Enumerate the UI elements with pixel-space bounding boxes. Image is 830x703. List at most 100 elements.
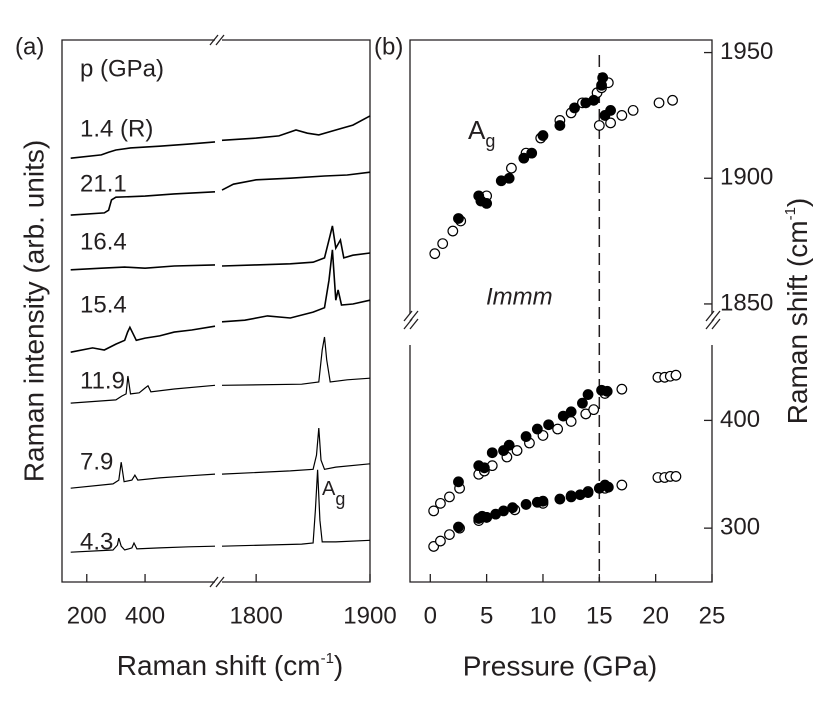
data-point <box>503 439 515 451</box>
data-point <box>597 72 609 84</box>
data-point <box>565 406 577 418</box>
x-axis-label-sup: -1 <box>321 650 334 667</box>
data-point <box>453 213 464 224</box>
data-point <box>537 495 549 507</box>
spectrum-line <box>70 375 216 404</box>
spectrum-line <box>221 428 371 475</box>
data-point <box>511 445 523 456</box>
data-point <box>531 423 543 435</box>
data-point <box>616 383 628 395</box>
mode-annotation-sub: g <box>485 131 495 151</box>
series-label: 4.3 <box>80 528 113 555</box>
x-tick-label: 10 <box>530 602 557 629</box>
y-tick-label: 1900 <box>720 164 773 191</box>
x-axis-label-end: ) <box>334 650 343 681</box>
peak-annotation-main: A <box>322 478 336 500</box>
data-point <box>498 505 509 517</box>
data-point <box>588 94 600 106</box>
data-point <box>605 117 616 129</box>
data-point <box>569 102 580 114</box>
x-tick-label: 400 <box>125 602 165 629</box>
series-label: 15.4 <box>80 291 127 318</box>
y-axis-label: Raman intensity (arb. units) <box>18 140 49 482</box>
x-tick-label: 5 <box>480 602 493 629</box>
spectrum-line <box>70 141 216 159</box>
data-point <box>453 521 464 533</box>
mode-annotation-main: A <box>468 115 486 145</box>
series-label: 11.9 <box>80 367 125 394</box>
data-point <box>554 120 566 131</box>
spectrum-line <box>221 469 371 547</box>
y-tick-label: 300 <box>720 513 760 540</box>
data-point <box>627 104 639 116</box>
data-point <box>526 147 538 159</box>
axis-break <box>209 34 225 46</box>
spectrum-line <box>221 115 371 142</box>
y-axis-label-end: ) <box>782 198 813 207</box>
y-axis-label-sup: -1 <box>782 207 799 220</box>
axis-frame <box>409 39 713 583</box>
data-point <box>507 502 518 514</box>
data-point <box>667 94 678 106</box>
data-point <box>481 511 493 523</box>
x-tick-label: 20 <box>642 602 669 629</box>
x-tick-label: 25 <box>699 602 726 629</box>
data-point <box>481 197 493 209</box>
phase-annotation: Immm <box>486 283 553 310</box>
peak-annotation-sub: g <box>335 489 345 509</box>
data-point <box>616 479 628 491</box>
data-point <box>588 404 600 416</box>
y-axis-label: Raman shift (cm-1) <box>782 198 813 425</box>
mode-annotation: Ag <box>468 115 495 151</box>
axis-frame <box>61 39 371 583</box>
x-axis-label: Raman shift (cm-1) <box>117 650 344 681</box>
axis-break <box>209 576 225 588</box>
data-point <box>554 493 566 505</box>
data-point <box>653 97 665 109</box>
y-axis-label-main: Raman shift (cm <box>782 220 813 424</box>
data-point <box>437 238 449 250</box>
data-point <box>601 385 613 397</box>
data-point <box>429 248 441 260</box>
peak-annotation: Ag <box>322 478 345 508</box>
x-tick-label: 0 <box>424 602 437 629</box>
data-point <box>670 471 682 482</box>
spectrum-line <box>221 171 371 191</box>
x-axis-label: Pressure (GPa) <box>463 650 658 681</box>
data-point <box>565 491 577 503</box>
x-tick-label: 1800 <box>229 602 282 629</box>
series-label: 16.4 <box>80 228 127 255</box>
data-point <box>577 397 588 409</box>
series-label: 1.4 (R) <box>80 115 153 142</box>
axis-break <box>403 318 419 330</box>
spectrum-line <box>70 325 216 353</box>
data-point <box>428 505 440 517</box>
data-point <box>520 499 532 510</box>
spectrum-line <box>70 264 216 271</box>
panel-label: (a) <box>15 33 44 60</box>
spectrum-line <box>70 537 216 553</box>
data-point <box>582 487 594 498</box>
y-tick-label: 400 <box>720 406 760 433</box>
data-point <box>435 497 446 509</box>
x-tick-label: 1900 <box>343 602 396 629</box>
data-point <box>670 369 682 381</box>
data-point <box>444 491 455 503</box>
data-point <box>435 535 446 547</box>
spectrum-line <box>70 462 216 489</box>
data-point <box>503 172 515 184</box>
data-point <box>543 419 555 431</box>
data-point <box>616 110 628 121</box>
data-point <box>444 529 455 540</box>
x-tick-label: 15 <box>586 602 613 629</box>
spectrum-line <box>221 336 371 386</box>
data-point <box>478 462 490 474</box>
x-axis-label-main: Raman shift (cm <box>117 650 321 681</box>
x-tick-label: 200 <box>67 602 107 629</box>
data-point <box>582 389 594 400</box>
data-point <box>605 104 616 116</box>
data-point <box>486 447 498 459</box>
data-point <box>552 423 564 435</box>
